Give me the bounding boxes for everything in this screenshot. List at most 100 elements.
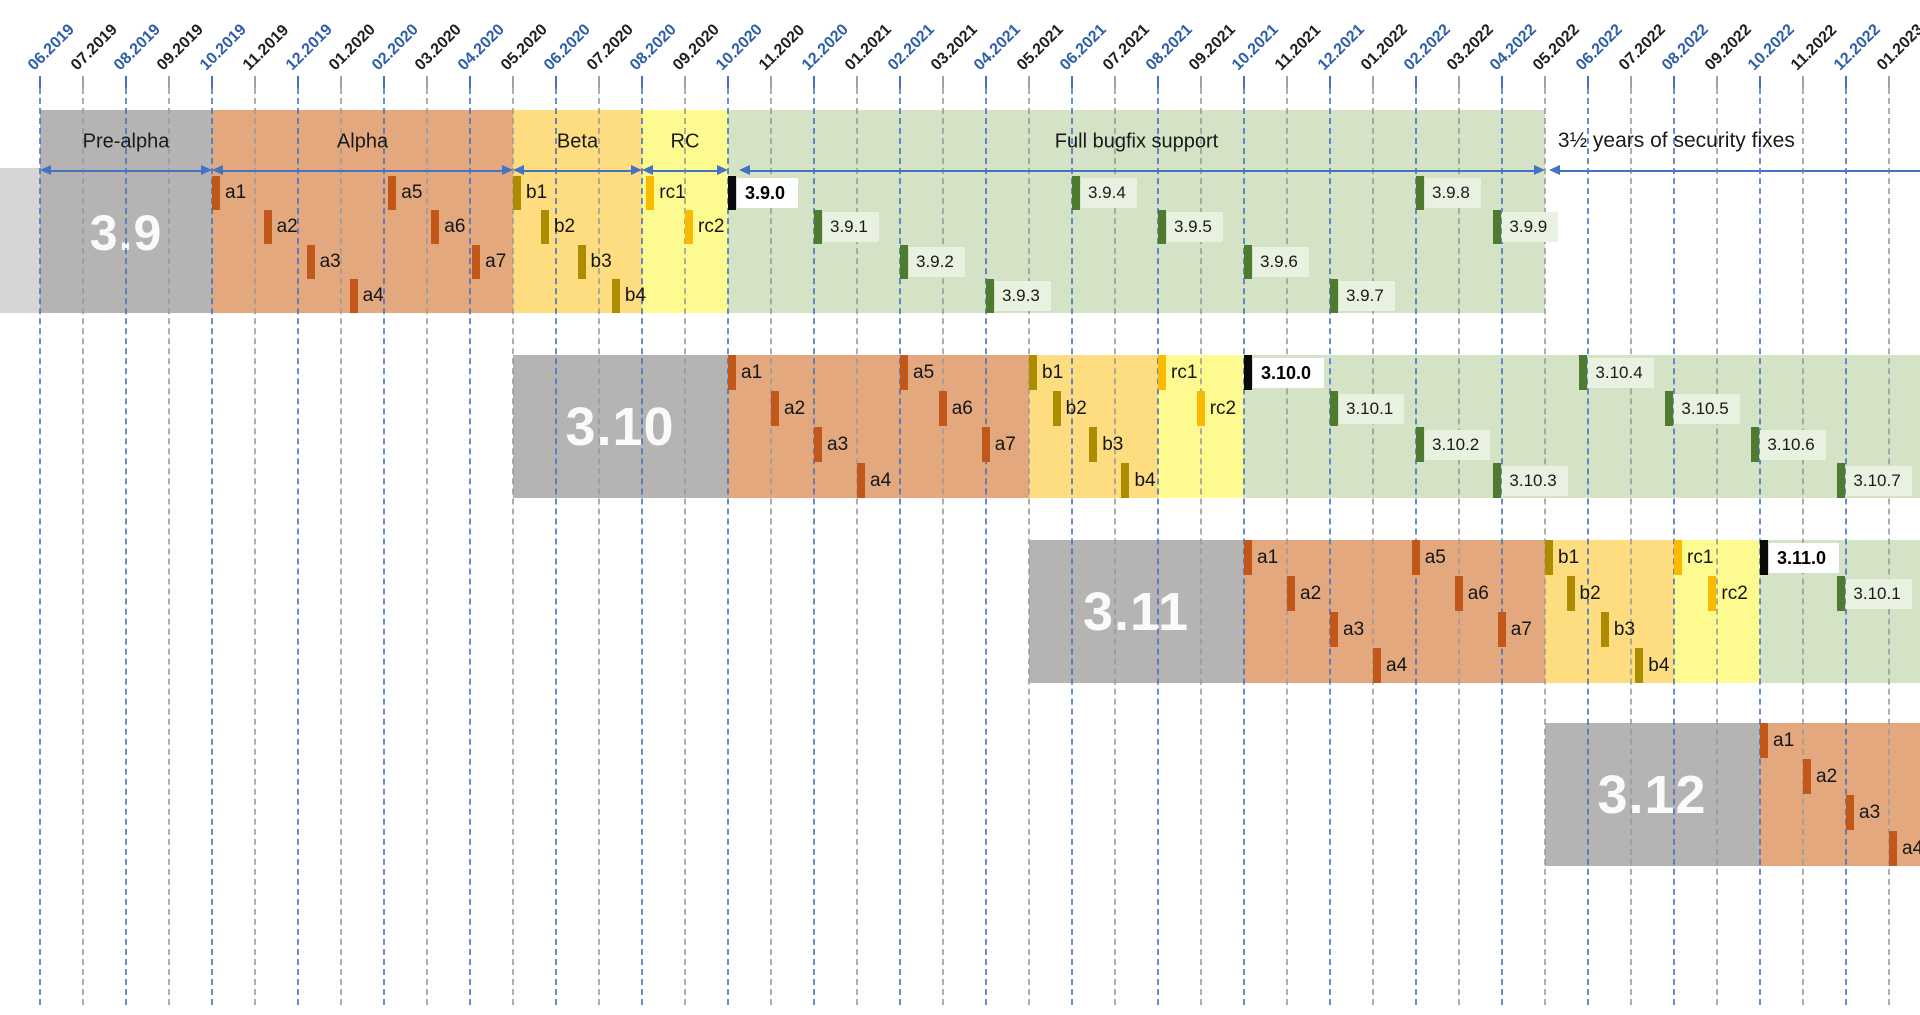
arrow-head-left-full-bugfix-support bbox=[738, 165, 750, 175]
tick-01.2021 bbox=[856, 76, 858, 88]
gridline-09.2021 bbox=[1200, 88, 1202, 1005]
band-3.10-alpha bbox=[728, 355, 1029, 498]
marker-label-3.12-a1: a1 bbox=[1773, 729, 1795, 751]
tick-09.2022 bbox=[1716, 76, 1718, 88]
marker-bar-3.9-3.9.4 bbox=[1072, 176, 1080, 210]
tick-11.2019 bbox=[254, 76, 256, 88]
band-3.9-lead-in bbox=[0, 168, 40, 313]
marker-bar-3.9-3.9.0 bbox=[728, 176, 736, 210]
axis-label-01.2021: 01.2021 bbox=[841, 21, 895, 74]
marker-label-3.10-3.10.0: 3.10.0 bbox=[1253, 357, 1325, 388]
arrow-head-left-security-fixes bbox=[1549, 165, 1561, 175]
marker-label-3.9-b1: b1 bbox=[526, 182, 548, 203]
marker-label-3.12-a3: a3 bbox=[1859, 801, 1881, 823]
marker-bar-3.9-b1 bbox=[513, 176, 521, 210]
gridline-09.2020 bbox=[684, 88, 686, 1005]
marker-bar-3.9-rc2 bbox=[685, 210, 693, 245]
axis-label-04.2020: 04.2020 bbox=[454, 21, 508, 74]
marker-label-3.9-3.9.4: 3.9.4 bbox=[1081, 178, 1137, 208]
marker-label-3.10-a4: a4 bbox=[870, 469, 892, 491]
marker-label-3.12-a2: a2 bbox=[1816, 765, 1838, 787]
marker-label-3.9-3.9.9: 3.9.9 bbox=[1502, 212, 1559, 243]
marker-label-3.10-b1: b1 bbox=[1042, 361, 1064, 383]
marker-bar-3.10-3.10.5 bbox=[1665, 391, 1674, 426]
band-3.10-pre-alpha bbox=[513, 355, 728, 498]
marker-label-3.9-3.9.1: 3.9.1 bbox=[823, 212, 879, 243]
marker-label-3.9-3.9.7: 3.9.7 bbox=[1339, 280, 1395, 311]
arrow-head-right-pre-alpha bbox=[201, 165, 212, 175]
marker-bar-3.11-a5 bbox=[1411, 540, 1420, 575]
gridline-07.2022 bbox=[1630, 88, 1632, 1005]
gridline-12.2021 bbox=[1329, 88, 1331, 1005]
axis-label-06.2022: 06.2022 bbox=[1572, 21, 1626, 74]
gridline-09.2022 bbox=[1716, 88, 1718, 1005]
gridline-12.2019 bbox=[297, 88, 299, 1005]
marker-bar-3.11-a4 bbox=[1373, 648, 1381, 683]
marker-bar-3.10-rc1 bbox=[1158, 355, 1166, 390]
phase-label-pre-alpha: Pre-alpha bbox=[82, 130, 170, 153]
marker-label-3.10-b2: b2 bbox=[1065, 397, 1087, 419]
axis-label-10.2022: 10.2022 bbox=[1744, 21, 1798, 74]
arrow-full-bugfix-support bbox=[747, 170, 1536, 172]
axis-label-11.2021: 11.2021 bbox=[1271, 21, 1325, 74]
tick-04.2022 bbox=[1501, 76, 1503, 88]
tick-12.2022 bbox=[1845, 76, 1847, 88]
tick-11.2022 bbox=[1802, 76, 1804, 88]
tick-06.2021 bbox=[1071, 76, 1073, 88]
marker-bar-3.10-b3 bbox=[1089, 427, 1098, 462]
marker-bar-3.10-3.10.4 bbox=[1579, 355, 1588, 390]
marker-label-3.11-a1: a1 bbox=[1257, 546, 1279, 568]
tick-10.2021 bbox=[1243, 76, 1245, 88]
gridline-01.2020 bbox=[340, 88, 342, 1005]
tick-04.2020 bbox=[469, 76, 471, 88]
marker-bar-3.11-b2 bbox=[1566, 576, 1575, 611]
gridline-08.2020 bbox=[641, 88, 643, 1005]
axis-label-09.2019: 09.2019 bbox=[153, 21, 207, 74]
tick-08.2020 bbox=[641, 76, 643, 88]
axis-label-04.2021: 04.2021 bbox=[970, 21, 1024, 74]
axis-label-10.2020: 10.2020 bbox=[712, 21, 766, 74]
marker-label-3.10-b3: b3 bbox=[1102, 433, 1124, 455]
marker-bar-3.10-b4 bbox=[1121, 463, 1130, 498]
axis-label-07.2021: 07.2021 bbox=[1099, 21, 1153, 74]
marker-bar-3.10-b2 bbox=[1052, 391, 1061, 426]
axis-label-09.2020: 09.2020 bbox=[669, 21, 723, 74]
gridline-02.2021 bbox=[899, 88, 901, 1005]
marker-label-3.9-a1: a1 bbox=[225, 182, 247, 203]
tick-03.2022 bbox=[1458, 76, 1460, 88]
marker-bar-3.10-3.10.7 bbox=[1837, 463, 1846, 498]
gridline-02.2020 bbox=[383, 88, 385, 1005]
axis-label-04.2022: 04.2022 bbox=[1486, 21, 1540, 74]
band-3.9-alpha bbox=[212, 110, 513, 313]
arrow-head-right-beta bbox=[631, 165, 642, 175]
tick-03.2020 bbox=[426, 76, 428, 88]
marker-label-3.10-a3: a3 bbox=[827, 433, 849, 455]
arrow-head-left-beta bbox=[513, 165, 524, 175]
axis-label-03.2020: 03.2020 bbox=[411, 21, 465, 74]
band-3.9-beta bbox=[513, 110, 642, 313]
tick-02.2021 bbox=[899, 76, 901, 88]
arrow-head-left-rc bbox=[642, 165, 653, 175]
marker-bar-3.11-b4 bbox=[1635, 648, 1644, 683]
tick-06.2022 bbox=[1587, 76, 1589, 88]
marker-label-3.11-3.11.0: 3.11.0 bbox=[1769, 542, 1840, 573]
tick-02.2022 bbox=[1415, 76, 1417, 88]
marker-bar-3.12-a1 bbox=[1760, 723, 1768, 758]
tick-09.2019 bbox=[168, 76, 170, 88]
version-label-3.12: 3.12 bbox=[1597, 765, 1707, 825]
marker-bar-3.9-a1 bbox=[212, 176, 220, 210]
axis-label-03.2022: 03.2022 bbox=[1443, 21, 1497, 74]
tick-07.2020 bbox=[598, 76, 600, 88]
marker-label-3.10-rc2: rc2 bbox=[1209, 397, 1237, 419]
tick-07.2019 bbox=[82, 76, 84, 88]
gridline-03.2021 bbox=[942, 88, 944, 1005]
gridline-07.2019 bbox=[82, 88, 84, 1005]
tick-01.2023 bbox=[1888, 76, 1890, 88]
tick-10.2020 bbox=[727, 76, 729, 88]
marker-bar-3.10-3.10.6 bbox=[1751, 427, 1760, 462]
version-label-3.11: 3.11 bbox=[1082, 582, 1190, 642]
marker-label-3.10-3.10.6: 3.10.6 bbox=[1760, 429, 1826, 460]
marker-label-3.9-a5: a5 bbox=[401, 182, 423, 203]
marker-bar-3.9-a5 bbox=[388, 176, 397, 210]
phase-label-rc: RC bbox=[670, 130, 700, 153]
